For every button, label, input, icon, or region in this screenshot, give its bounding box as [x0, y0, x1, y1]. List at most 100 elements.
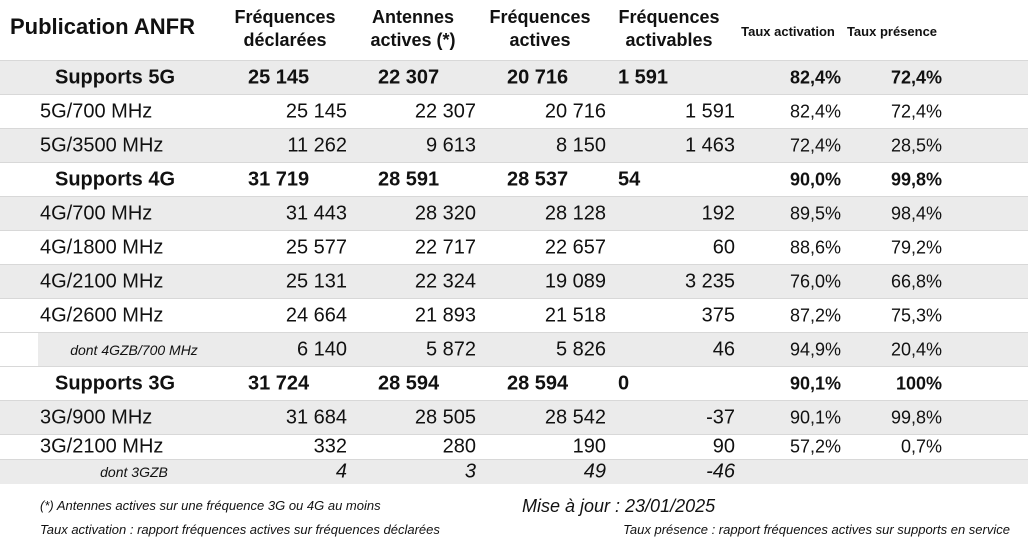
cell-value: 9 613: [425, 134, 476, 156]
row-label: 4G/2600 MHz: [40, 304, 164, 326]
cell-value: 90: [712, 435, 735, 458]
cell-value: 31 443: [285, 202, 347, 224]
cell-value: 31 724: [248, 372, 310, 394]
cell-value: 87,2%: [789, 305, 841, 325]
table-row: 3G/2100 MHz 332 280 190 90 57,2% 0,7%: [0, 434, 1028, 459]
column-header: Fréquences actives: [489, 7, 591, 50]
table-row: 3G/900 MHz 31 684 28 505 28 542 -37 90,1% 99,8…: [0, 400, 1028, 434]
cell-value: 20 716: [507, 66, 569, 88]
cell-value: 0,7%: [900, 436, 942, 457]
cell-value: 66,8%: [890, 271, 942, 291]
cell-value: 25 131: [285, 270, 347, 292]
note: Taux présence : rapport fréquences activ…: [623, 522, 1010, 537]
cell-value: 21 893: [414, 304, 476, 326]
cell-value: 3: [464, 460, 476, 483]
cell-value: 72,4%: [890, 67, 942, 87]
column-header: Taux présence: [846, 24, 938, 39]
cell-value: 25 145: [248, 66, 310, 88]
table-row: Supports 3G 31 724 28 594 28 594 0 90,1% 100%: [0, 366, 1028, 400]
table-row: Supports 5G 25 145 22 307 20 716 1 591 82,4% 7…: [0, 60, 1028, 94]
row-label: 3G/2100 MHz: [40, 435, 164, 458]
table-row: 4G/2100 MHz 25 131 22 324 19 089 3 235 76,0% 6…: [0, 264, 1028, 298]
cell-value: 88,6%: [789, 237, 841, 257]
cell-value: 0: [618, 372, 630, 394]
row-label: 5G/700 MHz: [40, 100, 153, 122]
cell-value: 19 089: [544, 270, 606, 292]
cell-value: 72,4%: [789, 135, 841, 155]
column-header: Fréquences activables: [618, 7, 720, 50]
update: Mise à jour : 23/01/2025: [522, 496, 716, 516]
cell-value: 57,2%: [789, 436, 841, 457]
cell-value: 28 128: [544, 202, 606, 224]
cell-value: 22 324: [414, 270, 476, 292]
cell-value: 31 719: [248, 168, 310, 190]
cell-value: 72,4%: [890, 101, 942, 121]
table-row: 4G/700 MHz 31 443 28 320 28 128 192 89,5% 98,4…: [0, 196, 1028, 230]
cell-value: 76,0%: [789, 271, 841, 291]
cell-value: 24 664: [285, 304, 347, 326]
cell-value: 82,4%: [789, 67, 841, 87]
cell-value: 280: [442, 435, 476, 458]
cell-value: 100%: [895, 373, 942, 393]
cell-value: 46: [712, 338, 735, 360]
cell-value: 3 235: [684, 270, 735, 292]
cell-value: 28 542: [544, 406, 606, 428]
cell-value: -46: [706, 460, 735, 483]
cell-value: 31 684: [285, 406, 347, 428]
cell-value: 28 320: [414, 202, 476, 224]
cell-value: 99,8%: [890, 169, 942, 189]
cell-value: -37: [706, 406, 735, 428]
cell-value: 28 591: [378, 168, 440, 190]
cell-value: 89,5%: [789, 203, 841, 223]
cell-value: 94,9%: [789, 339, 841, 359]
row-label: Supports 3G: [54, 372, 176, 394]
cell-value: 25 577: [285, 236, 347, 258]
column-header: Taux activation: [741, 24, 835, 39]
cell-value: 20 716: [544, 100, 606, 122]
cell-value: 5 826: [555, 338, 606, 360]
cell-value: 22 717: [414, 236, 476, 258]
cell-value: 22 307: [378, 66, 440, 88]
row-label: 5G/3500 MHz: [40, 134, 164, 156]
cell-value: 375: [701, 304, 735, 326]
cell-value: 5 872: [425, 338, 476, 360]
cell-value: 190: [572, 435, 606, 458]
row-label: dont 4GZB/700 MHz: [70, 341, 198, 358]
cell-value: 4: [335, 460, 347, 483]
cell-value: 1 591: [618, 66, 669, 88]
cell-value: 20,4%: [890, 339, 942, 359]
table-row: 5G/3500 MHz 11 262 9 613 8 150 1 463 72,4% 28,…: [0, 128, 1028, 162]
cell-value: 192: [701, 202, 735, 224]
cell-value: 54: [618, 168, 641, 190]
cell-value: 82,4%: [789, 101, 841, 121]
cell-value: 11 262: [287, 134, 347, 156]
column-header: Fréquences déclarées: [234, 7, 336, 50]
cell-value: 90,1%: [789, 373, 841, 393]
table-row: Supports 4G 31 719 28 591 28 537 54 90,0% 99,8…: [0, 162, 1028, 196]
cell-value: 6 140: [296, 338, 347, 360]
table-row: dont 3GZB 4 3 49 -46: [0, 459, 1028, 484]
column-header: Antennes actives (*): [370, 7, 456, 50]
cell-value: 90,0%: [789, 169, 841, 189]
cell-value: 1 591: [684, 100, 735, 122]
cell-value: 49: [583, 460, 606, 483]
row-label: Supports 4G: [54, 168, 176, 190]
note: Taux activation : rapport fréquences act…: [40, 522, 440, 537]
cell-value: 22 307: [414, 100, 476, 122]
cell-value: 90,1%: [789, 407, 841, 427]
cell-value: 332: [313, 435, 347, 458]
cell-value: 21 518: [544, 304, 606, 326]
cell-value: 99,8%: [890, 407, 942, 427]
table-row: 5G/700 MHz 25 145 22 307 20 716 1 591 82,4% 72…: [0, 94, 1028, 128]
note: (*) Antennes actives sur une fréquence 3…: [40, 498, 381, 513]
row-label: 3G/900 MHz: [40, 406, 153, 428]
cell-value: 98,4%: [890, 203, 942, 223]
cell-value: 28 594: [378, 372, 440, 394]
cell-value: 28 505: [414, 406, 476, 428]
cell-value: 22 657: [544, 236, 606, 258]
cell-value: 8 150: [555, 134, 606, 156]
row-label: 4G/1800 MHz: [40, 236, 164, 258]
table-row: 4G/1800 MHz 25 577 22 717 22 657 60 88,6% 79,2…: [0, 230, 1028, 264]
cell-value: 28 594: [507, 372, 569, 394]
